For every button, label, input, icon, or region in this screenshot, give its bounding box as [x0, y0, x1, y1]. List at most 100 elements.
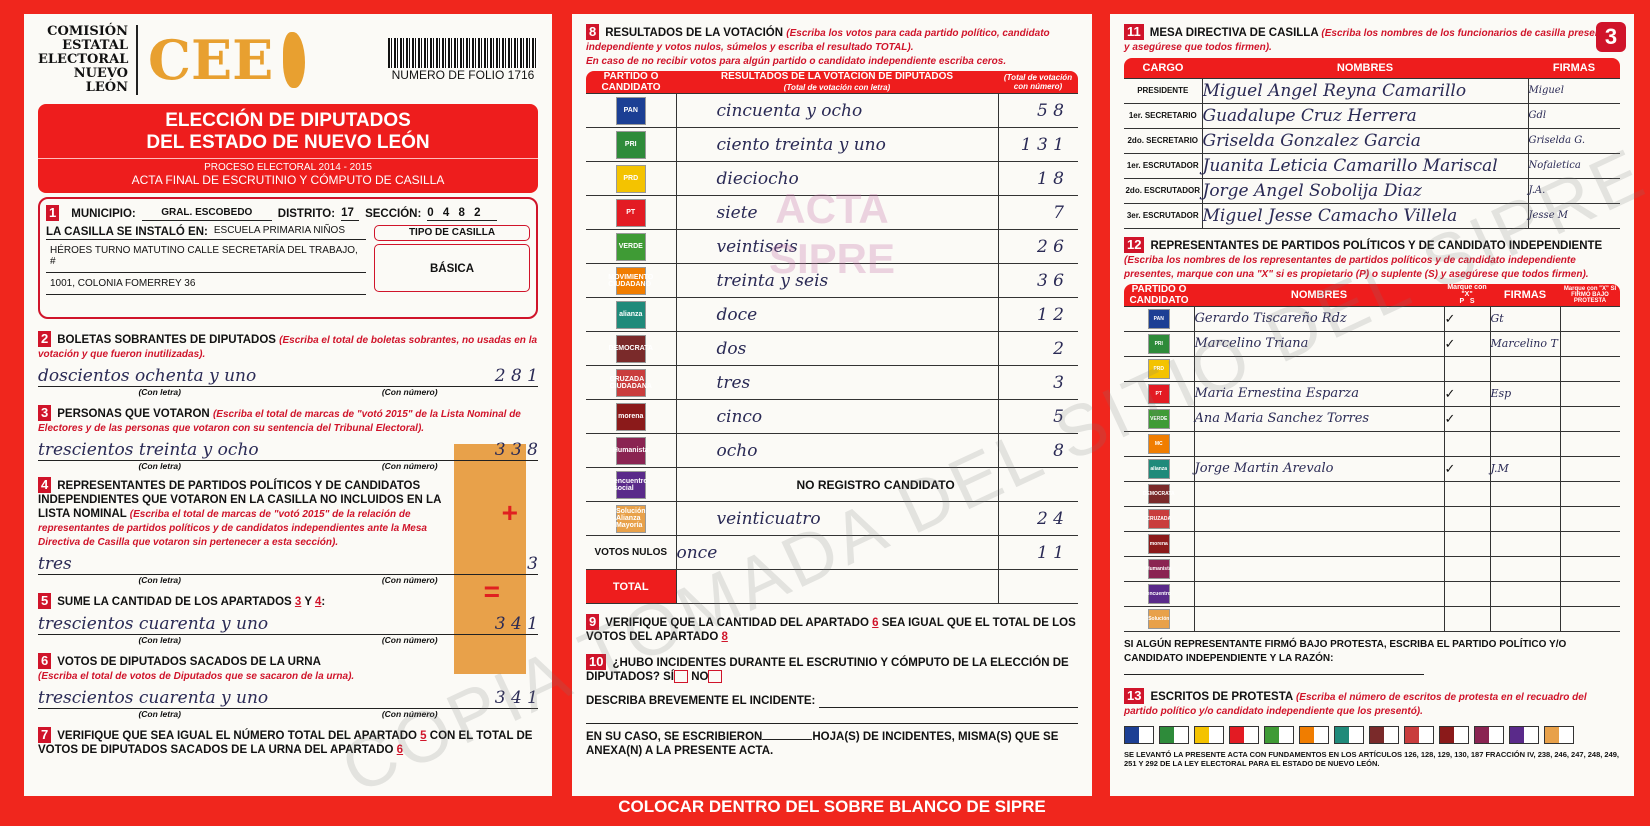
votos-letra[interactable]: dieciocho — [675, 161, 998, 196]
escrito-box[interactable] — [1439, 725, 1469, 744]
propietario-mark[interactable] — [1443, 531, 1490, 557]
representante-firma[interactable] — [1489, 581, 1560, 607]
votos-numero[interactable]: 1 2 — [997, 297, 1078, 332]
escrito-count-field[interactable] — [1454, 726, 1468, 743]
protesta-mark[interactable] — [1559, 581, 1620, 607]
propietario-mark[interactable] — [1443, 431, 1490, 457]
escrito-count-field[interactable] — [1279, 726, 1293, 743]
propietario-mark[interactable] — [1443, 606, 1490, 632]
representante-nombre[interactable] — [1193, 606, 1444, 632]
escrito-box[interactable] — [1509, 725, 1539, 744]
escrito-count-field[interactable] — [1139, 726, 1153, 743]
funcionario-nombre[interactable]: Guadalupe Cruz Herrera — [1201, 103, 1528, 129]
votos-numero[interactable]: 2 — [997, 331, 1078, 366]
votos-numero[interactable]: 2 4 — [997, 501, 1078, 536]
propietario-mark[interactable] — [1443, 556, 1490, 582]
funcionario-nombre[interactable]: Griselda Gonzalez Garcia — [1201, 128, 1528, 154]
funcionario-nombre[interactable]: Miguel Angel Reyna Camarillo — [1201, 78, 1528, 104]
votos-numero[interactable]: 2 6 — [997, 229, 1078, 264]
funcionario-firma[interactable]: Jesse M — [1527, 203, 1620, 229]
representante-firma[interactable] — [1489, 506, 1560, 532]
representante-nombre[interactable]: Jorge Martin Arevalo — [1193, 456, 1444, 482]
votos-letra[interactable]: ocho — [675, 433, 998, 468]
protesta-mark[interactable] — [1559, 406, 1620, 432]
representante-nombre[interactable]: Maria Ernestina Esparza — [1193, 381, 1444, 407]
votos-numero[interactable]: 7 — [997, 195, 1078, 230]
protesta-mark[interactable] — [1559, 331, 1620, 357]
representante-firma[interactable]: Esp — [1489, 381, 1560, 407]
propietario-mark[interactable]: ✓ — [1443, 381, 1490, 407]
representante-nombre[interactable] — [1193, 431, 1444, 457]
votos-numero[interactable]: 1 3 1 — [997, 127, 1078, 162]
escrito-count-field[interactable] — [1209, 726, 1223, 743]
protesta-mark[interactable] — [1559, 481, 1620, 507]
funcionario-firma[interactable]: Miguel — [1527, 78, 1620, 104]
incidente-field[interactable] — [819, 694, 1078, 708]
protesta-mark[interactable] — [1559, 531, 1620, 557]
protesta-mark[interactable] — [1559, 556, 1620, 582]
protesta-field[interactable] — [1124, 673, 1424, 675]
escrito-box[interactable] — [1544, 725, 1574, 744]
representante-nombre[interactable] — [1193, 481, 1444, 507]
votos-letra[interactable]: ciento treinta y uno — [675, 127, 998, 162]
representante-firma[interactable] — [1489, 356, 1560, 382]
funcionario-firma[interactable]: Gdl — [1527, 103, 1620, 129]
escrito-count-field[interactable] — [1174, 726, 1188, 743]
total-numero[interactable] — [997, 569, 1078, 604]
votos-letra[interactable]: veinticuatro — [675, 501, 998, 536]
votos-numero[interactable]: 5 8 — [997, 93, 1078, 128]
representante-firma[interactable] — [1489, 556, 1560, 582]
escrito-box[interactable] — [1474, 725, 1504, 744]
votos-letra[interactable]: siete — [675, 195, 998, 230]
escrito-box[interactable] — [1299, 725, 1329, 744]
propietario-mark[interactable]: ✓ — [1443, 306, 1490, 332]
votos-numero[interactable]: 3 6 — [997, 263, 1078, 298]
escrito-box[interactable] — [1229, 725, 1259, 744]
escrito-count-field[interactable] — [1419, 726, 1433, 743]
representante-firma[interactable] — [1489, 531, 1560, 557]
no-checkbox[interactable] — [708, 670, 723, 684]
funcionario-firma[interactable]: Griselda G. — [1527, 128, 1620, 154]
funcionario-firma[interactable]: J.A. — [1527, 178, 1620, 204]
propietario-mark[interactable]: ✓ — [1443, 406, 1490, 432]
escrito-box[interactable] — [1194, 725, 1224, 744]
representante-firma[interactable]: J.M — [1489, 456, 1560, 482]
votos-numero[interactable]: 5 — [997, 399, 1078, 434]
escrito-count-field[interactable] — [1384, 726, 1398, 743]
representante-nombre[interactable]: Ana Maria Sanchez Torres — [1193, 406, 1444, 432]
escrito-box[interactable] — [1404, 725, 1434, 744]
votos-letra[interactable]: treinta y seis — [675, 263, 998, 298]
escrito-box[interactable] — [1159, 725, 1189, 744]
escrito-box[interactable] — [1124, 725, 1154, 744]
incidente-field-2[interactable] — [586, 708, 1078, 724]
representante-firma[interactable] — [1489, 431, 1560, 457]
votos-numero[interactable] — [997, 467, 1078, 502]
votos-letra[interactable]: cinco — [675, 399, 998, 434]
protesta-mark[interactable] — [1559, 606, 1620, 632]
representante-firma[interactable] — [1489, 606, 1560, 632]
protesta-mark[interactable] — [1559, 356, 1620, 382]
funcionario-nombre[interactable]: Miguel Jesse Camacho Villela — [1201, 203, 1528, 229]
escrito-box[interactable] — [1264, 725, 1294, 744]
representante-firma[interactable]: Gt — [1489, 306, 1560, 332]
propietario-mark[interactable] — [1443, 581, 1490, 607]
escrito-count-field[interactable] — [1314, 726, 1328, 743]
representante-nombre[interactable]: Marcelino Triana — [1193, 331, 1444, 357]
funcionario-nombre[interactable]: Jorge Angel Sobolija Diaz — [1201, 178, 1528, 204]
votos-letra[interactable]: veintiseis — [675, 229, 998, 264]
representante-firma[interactable] — [1489, 481, 1560, 507]
protesta-mark[interactable] — [1559, 381, 1620, 407]
votos-letra[interactable]: NO REGISTRO CANDIDATO — [675, 467, 998, 502]
total-letra[interactable] — [675, 569, 998, 604]
propietario-mark[interactable] — [1443, 356, 1490, 382]
funcionario-nombre[interactable]: Juanita Leticia Camarillo Mariscal — [1201, 153, 1528, 179]
escrito-count-field[interactable] — [1489, 726, 1503, 743]
hojas-field[interactable] — [762, 739, 813, 740]
escrito-count-field[interactable] — [1349, 726, 1363, 743]
escrito-box[interactable] — [1334, 725, 1364, 744]
votos-letra[interactable]: cincuenta y ocho — [675, 93, 998, 128]
escrito-box[interactable] — [1369, 725, 1399, 744]
votos-numero[interactable]: 1 8 — [997, 161, 1078, 196]
votos-numero[interactable]: 3 — [997, 365, 1078, 400]
representante-nombre[interactable] — [1193, 531, 1444, 557]
